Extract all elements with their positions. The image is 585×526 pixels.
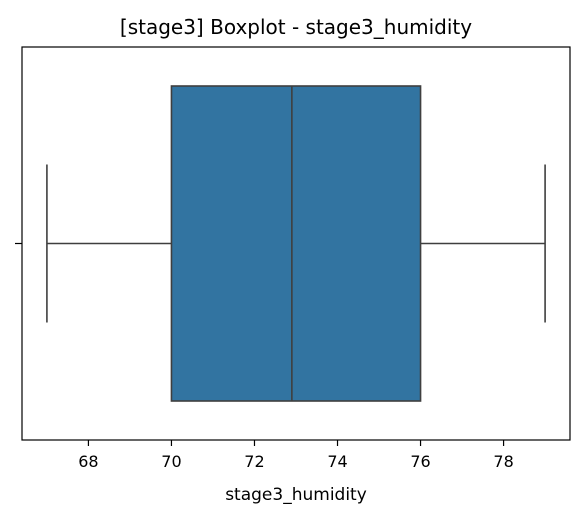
x-tick-label: 74: [327, 452, 347, 471]
iqr-box: [170, 85, 422, 402]
x-tick-label: 68: [78, 452, 98, 471]
x-axis-label: stage3_humidity: [225, 485, 367, 505]
x-axis: 68 70 72 74 76 78: [78, 440, 514, 471]
x-tick-label: 76: [410, 452, 430, 471]
chart-title: [stage3] Boxplot - stage3_humidity: [120, 15, 472, 39]
x-tick-label: 70: [161, 452, 181, 471]
plot-marks: [46, 85, 546, 402]
x-tick-label: 78: [493, 452, 513, 471]
x-tick-label: 72: [244, 452, 264, 471]
